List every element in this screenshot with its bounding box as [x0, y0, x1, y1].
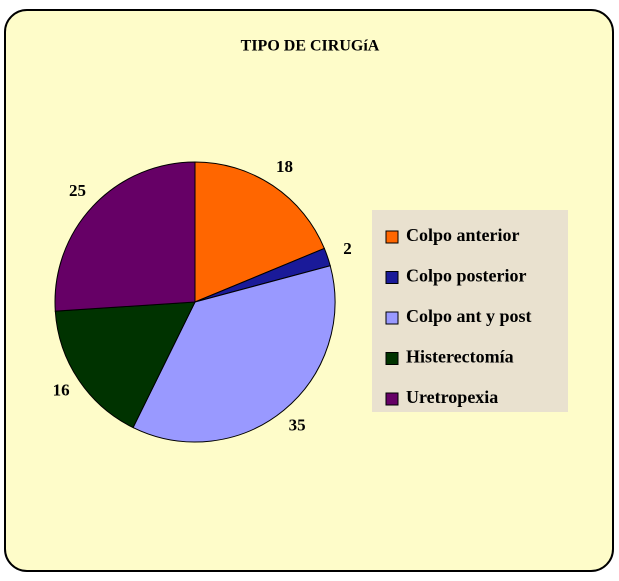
data-label: 35 — [289, 415, 306, 434]
data-label: 18 — [276, 157, 293, 176]
legend-swatch — [385, 352, 399, 365]
chart-title: TIPO DE CIRUGíA — [241, 38, 380, 55]
data-label: 16 — [53, 380, 70, 399]
legend-label: Histerectomía — [406, 347, 514, 367]
legend-swatch — [385, 392, 399, 406]
legend-swatch — [385, 311, 399, 325]
legend-swatch — [385, 230, 399, 244]
pie-slice — [132, 265, 336, 443]
pie-slice — [54, 301, 196, 429]
legend-label: Uretropexia — [406, 387, 498, 407]
legend-label: Colpo anterior — [406, 225, 519, 245]
pie-slice — [54, 161, 196, 312]
legend-label: Colpo ant y post — [406, 306, 532, 326]
pie-slice — [194, 161, 325, 303]
legend-box — [372, 210, 568, 412]
legend-swatch — [385, 271, 399, 284]
data-label: 2 — [343, 239, 352, 258]
legend-label: Colpo posterior — [406, 266, 527, 286]
data-label: 25 — [69, 181, 86, 200]
